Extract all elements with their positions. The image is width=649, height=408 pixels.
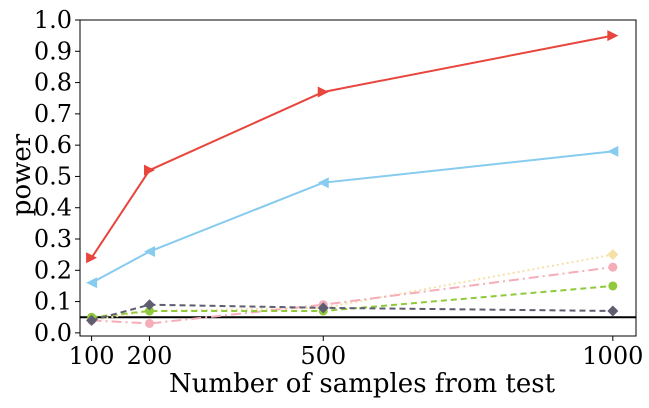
- y-tick-label: 0.2: [34, 256, 72, 284]
- data-point: [86, 277, 98, 289]
- y-axis-label: power: [7, 133, 37, 216]
- data-point: [145, 306, 154, 316]
- x-axis-ticks: 100 200 500 1000: [69, 336, 643, 370]
- plot-frame: [79, 19, 637, 337]
- data-point: [608, 262, 618, 272]
- x-tick-label: 100: [69, 342, 115, 370]
- x-tick-label: 1000: [582, 342, 643, 370]
- data-point: [144, 299, 155, 311]
- data-point: [607, 305, 619, 317]
- data-point: [317, 302, 329, 314]
- series-6: [86, 299, 619, 326]
- data-point: [317, 86, 329, 98]
- data-point: [608, 281, 618, 291]
- series-1: [86, 30, 619, 264]
- plot-area: [79, 19, 637, 337]
- y-tick-label: 0.7: [34, 100, 72, 128]
- y-tick-label: 0.6: [34, 131, 72, 159]
- series-2: [86, 145, 619, 289]
- series-line: [91, 266, 613, 325]
- x-axis-label: Number of samples from test: [169, 369, 556, 399]
- data-point: [607, 249, 619, 261]
- data-point: [607, 145, 619, 157]
- data-point: [145, 318, 154, 328]
- data-point: [86, 314, 98, 326]
- y-axis-ticks: 0.0 0.1 0.2 0.3 0.4 0.5 0.6 0.7 0.8 0.9 1.0: [34, 6, 80, 347]
- data-point: [86, 252, 98, 264]
- series-line: [91, 150, 613, 284]
- y-tick-label: 0.3: [34, 225, 72, 253]
- y-tick-label: 0.1: [34, 288, 72, 316]
- x-tick-label: 500: [300, 342, 346, 370]
- x-tick-label: 200: [127, 342, 173, 370]
- series-line: [90, 34, 614, 259]
- y-tick-label: 1.0: [34, 6, 72, 34]
- data-point: [144, 246, 155, 258]
- data-point: [144, 164, 155, 176]
- y-tick-label: 0.8: [34, 69, 72, 97]
- series-3: [86, 249, 619, 326]
- series-line: [91, 253, 614, 322]
- data-point: [607, 30, 619, 42]
- series-line: [91, 284, 613, 319]
- y-tick-label: 0.0: [34, 319, 72, 347]
- y-tick-label: 0.4: [34, 194, 72, 222]
- y-tick-label: 0.9: [34, 37, 72, 65]
- y-tick-label: 0.5: [34, 162, 72, 190]
- data-point: [317, 177, 329, 189]
